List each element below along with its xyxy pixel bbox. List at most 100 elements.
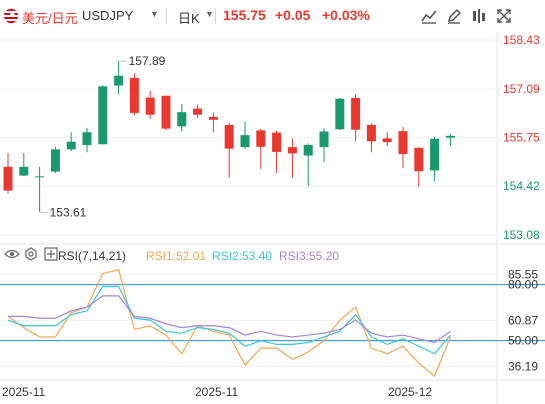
candle-body [19,166,29,176]
rsi-indicator-name: RSI(7,14,21) [58,249,127,263]
divider [166,8,167,24]
header-bar: 美元/日元 USDJPY ▼ 日K ▼ 155.75 +0.05 +0.03% [0,0,545,32]
price-tick-label: 154.42 [503,179,540,193]
rsi-tick-label: 36.19 [508,359,538,373]
symbol-dropdown-icon[interactable]: ▼ [150,9,159,19]
candle [208,112,218,133]
candle-body [414,147,424,172]
rsi-line-rsi2 [7,285,451,355]
rsi2-value: RSI2:53.40 [212,249,273,263]
candle-body [287,147,297,154]
settings-icon[interactable] [24,247,38,264]
draw-pen-icon[interactable] [444,6,464,26]
candle [256,128,266,170]
candle-body [50,149,60,172]
area-chart-icon[interactable] [419,6,439,26]
rsi-series [7,269,451,378]
rsi3-value: RSI3:55.20 [279,249,340,263]
candle-body [430,138,440,171]
candle-body [82,132,92,145]
candle [382,132,392,147]
candle-body [177,112,187,127]
candle [145,90,155,120]
period-dropdown-icon[interactable]: ▼ [205,9,214,19]
candle-body [3,166,13,191]
eye-icon[interactable] [4,247,20,264]
rsi-tick-label: 80.00 [508,278,538,292]
axis-labels: 158.43 157.09 155.75 154.42 153.08 85.5580.00… [2,33,540,399]
candle-body [193,108,203,115]
candle-body [303,144,313,156]
rsi1-value: RSI1:52.01 [146,249,207,263]
rsi-reference-lines [0,284,545,342]
x-tick-label: 2025-11 [195,385,238,399]
candlestick-series [3,61,455,213]
candle [351,94,361,142]
candle-body [35,176,45,178]
candle [98,85,108,145]
candle [161,95,171,131]
candle [319,128,329,163]
candle-body [129,77,139,113]
us-flag-icon [4,9,18,23]
candle-body [445,135,455,138]
candle [19,152,29,176]
candle [82,127,92,153]
candle-body [161,95,171,129]
candle [66,132,76,152]
candle-body [382,138,392,143]
candle-body [398,131,408,155]
price-tick-label: 157.09 [503,82,540,96]
price-tick-label: 158.43 [503,33,540,47]
high-price-label: 157.89 [129,54,166,68]
divider [215,8,216,24]
candle-body [114,75,124,86]
rsi-header: RSI(7,14,21) RSI1:52.01 RSI2:53.40 RSI3:… [0,246,545,266]
x-tick-label: 2025-12 [388,385,432,399]
candle-body [351,97,361,130]
candle [366,123,376,153]
candle-body [224,124,234,149]
candle-body [208,116,218,120]
candle-body [66,141,76,150]
candle [177,104,187,132]
add-indicator-icon[interactable] [44,247,58,264]
candle-body [366,124,376,142]
x-tick-label: 2025-11 [2,385,45,399]
candle [3,152,13,194]
indicators-icon[interactable] [469,6,489,26]
candle [287,138,297,178]
price-change-pct: +0.03% [322,7,370,23]
candle [414,147,424,187]
candle [272,130,282,174]
candle [430,137,440,182]
candle [35,166,45,213]
candle [129,73,139,116]
pair-name[interactable]: 美元/日元 [22,11,78,26]
last-price: 155.75 [223,7,266,23]
candle [240,121,250,150]
symbol-code[interactable]: USDJPY [82,8,134,23]
candle-body [145,97,155,115]
rsi-line-rsi1 [7,269,451,378]
candle [114,61,124,95]
candle-body [319,131,329,148]
candle [445,134,455,147]
rsi-line-rsi3 [8,295,451,344]
candle [335,97,345,131]
period-selector[interactable]: 日K [178,11,200,26]
candle-body [240,135,250,148]
candle-body [256,130,266,147]
low-price-label: 153.61 [50,205,87,219]
price-tick-label: 155.75 [503,131,540,145]
rsi-tick-label: 60.87 [508,313,538,327]
candle-body [335,98,345,130]
fullscreen-icon[interactable] [494,6,514,26]
candle [193,104,203,118]
candle [50,146,60,174]
candle [303,143,313,186]
rsi-tick-label: 50.00 [508,334,538,348]
price-tick-label: 153.08 [503,228,540,242]
candle-body [272,132,282,152]
